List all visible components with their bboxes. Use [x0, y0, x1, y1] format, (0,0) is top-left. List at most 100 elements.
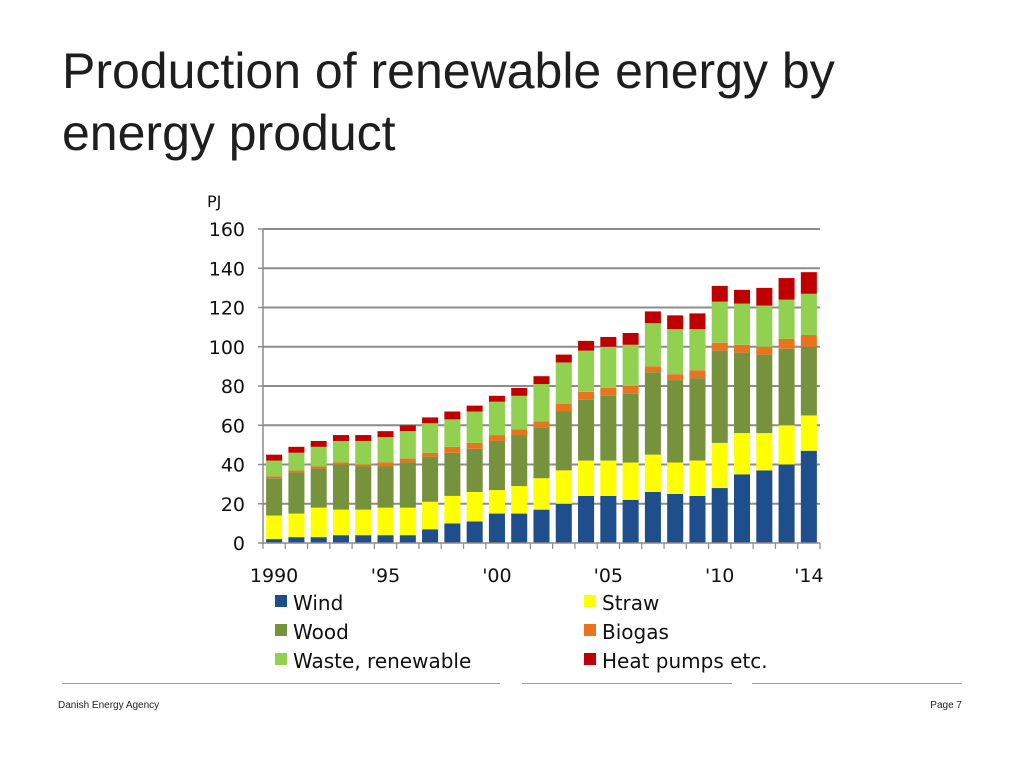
bar-wood-2002: [533, 427, 550, 479]
legend: Wind Straw Wood Biogas Waste, renewable Heat …: [275, 591, 768, 673]
bar-straw-2007: [644, 454, 661, 492]
footer-rule-left: [62, 683, 500, 684]
x-axis: 1990 '95 '00 '05 '10 '14: [250, 542, 824, 587]
bar-stack-2001: [511, 387, 528, 543]
bar-waste-renewable-1993: [332, 440, 349, 463]
bar-waste-renewable-2007: [644, 323, 661, 367]
y-tick-label-120: 120: [209, 298, 245, 320]
bar-biogas-2007: [644, 366, 661, 373]
bar-stack-2005: [600, 336, 617, 543]
bar-heat-pumps-etc-2014: [800, 272, 817, 294]
bar-wind-2007: [644, 491, 661, 543]
bar-heat-pumps-etc-2005: [600, 336, 617, 347]
bar-waste-renewable-2006: [622, 344, 639, 386]
bar-stack-2013: [778, 278, 795, 543]
legend-swatch-wood: [275, 624, 287, 636]
bar-stack-1998: [444, 411, 461, 544]
bar-stack-2003: [555, 354, 572, 543]
bar-biogas-1990: [266, 476, 283, 479]
legend-item-heat-pumps-etc: Heat pumps etc.: [584, 649, 768, 673]
bar-straw-1996: [399, 507, 416, 536]
bar-wind-2002: [533, 509, 550, 543]
bar-heat-pumps-etc-1999: [466, 405, 483, 412]
bar-stack-1991: [288, 446, 305, 543]
y-axis-unit-label: PJ: [207, 192, 221, 211]
bar-heat-pumps-etc-2000: [488, 395, 505, 402]
footer-rule-right: [752, 683, 962, 684]
bar-waste-renewable-2008: [667, 329, 684, 375]
legend-item-straw: Straw: [584, 591, 659, 615]
bar-wind-2003: [555, 503, 572, 543]
bar-heat-pumps-etc-1996: [399, 425, 416, 432]
bar-stack-2011: [734, 289, 751, 543]
bar-waste-renewable-1990: [266, 460, 283, 477]
bar-wood-1995: [377, 466, 394, 508]
bar-wood-2007: [644, 372, 661, 455]
bar-stack-2004: [578, 340, 595, 543]
legend-item-waste-renewable: Waste, renewable: [275, 649, 471, 673]
bar-wind-2014: [800, 450, 817, 543]
x-tick-label-2005: '05: [594, 565, 623, 587]
bar-heat-pumps-etc-2003: [555, 354, 572, 363]
bar-stack-2006: [622, 333, 639, 543]
bar-wood-2001: [511, 435, 528, 487]
bar-straw-2009: [689, 460, 706, 496]
x-tick-label-2010: '10: [705, 565, 734, 587]
bar-waste-renewable-1994: [355, 440, 372, 465]
bar-wood-2003: [555, 411, 572, 471]
bar-waste-renewable-1996: [399, 431, 416, 459]
y-tick-label-60: 60: [221, 415, 245, 437]
legend-label-biogas: Biogas: [602, 620, 669, 644]
bar-waste-renewable-2004: [578, 350, 595, 392]
bar-straw-2003: [555, 470, 572, 504]
bar-stack-1999: [466, 405, 483, 543]
bar-waste-renewable-1997: [422, 423, 439, 453]
bar-biogas-2014: [800, 334, 817, 347]
bar-biogas-1993: [332, 462, 349, 465]
bar-heat-pumps-etc-2001: [511, 387, 528, 396]
bar-biogas-1996: [399, 458, 416, 463]
bar-stack-1994: [355, 435, 372, 543]
bar-wind-1996: [399, 535, 416, 543]
bar-stack-2014: [800, 272, 817, 543]
bar-heat-pumps-etc-2009: [689, 313, 706, 330]
legend-swatch-biogas: [584, 624, 596, 636]
bar-heat-pumps-etc-2004: [578, 340, 595, 351]
y-tick-label-40: 40: [221, 455, 245, 477]
bar-heat-pumps-etc-2011: [734, 289, 751, 304]
page-title: Production of renewable energy by energy…: [62, 43, 835, 161]
bar-straw-2001: [511, 486, 528, 514]
bar-heat-pumps-etc-1998: [444, 411, 461, 420]
y-tick-label-0: 0: [233, 533, 245, 555]
bar-waste-renewable-2005: [600, 346, 617, 388]
x-tick-label-2014: '14: [794, 565, 823, 587]
footer-organization: Danish Energy Agency: [58, 700, 160, 711]
bar-wind-2001: [511, 513, 528, 543]
bar-straw-1994: [355, 509, 372, 536]
bar-biogas-2005: [600, 387, 617, 396]
bar-straw-2002: [533, 478, 550, 510]
bar-wind-2006: [622, 499, 639, 543]
bar-stack-2012: [756, 287, 773, 543]
bar-biogas-2003: [555, 403, 572, 412]
bar-biogas-1997: [422, 452, 439, 457]
bar-wind-1999: [466, 521, 483, 543]
bar-straw-2005: [600, 460, 617, 496]
bar-wind-1994: [355, 535, 372, 543]
bar-heat-pumps-etc-1990: [266, 454, 283, 461]
bar-wind-1991: [288, 537, 305, 543]
bar-straw-2000: [488, 490, 505, 514]
legend-item-biogas: Biogas: [584, 620, 669, 644]
bar-biogas-1995: [377, 462, 394, 467]
bar-wood-2011: [734, 352, 751, 434]
bar-straw-2004: [578, 460, 595, 496]
x-tick-label-1990: 1990: [250, 565, 298, 587]
legend-label-wind: Wind: [293, 591, 343, 615]
bar-heat-pumps-etc-2002: [533, 376, 550, 385]
bar-stack-2002: [533, 376, 550, 543]
bar-waste-renewable-1998: [444, 419, 461, 447]
bar-straw-1995: [377, 507, 394, 536]
bar-biogas-2009: [689, 370, 706, 379]
bar-waste-renewable-2012: [756, 305, 773, 347]
y-tick-label-20: 20: [221, 494, 245, 516]
